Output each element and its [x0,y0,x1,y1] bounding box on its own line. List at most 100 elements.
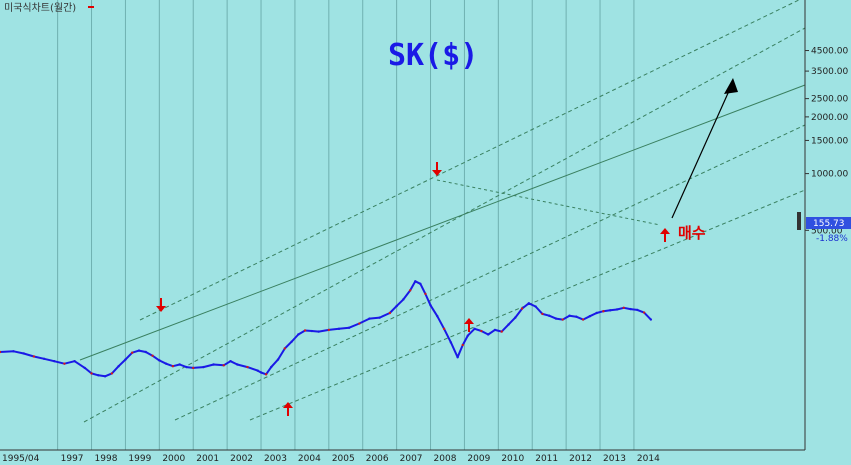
price-point [615,308,619,311]
price-point [388,311,392,315]
price-pointer [797,212,801,230]
price-point [53,359,56,363]
price-point [414,280,417,283]
price-point [256,369,259,372]
price-point [514,316,517,319]
price-point [629,307,632,311]
price-point [303,329,307,332]
price-point [144,350,147,354]
buy-annotation: 매수 [678,224,706,242]
price-point [164,362,168,365]
x-tick-label: 2008 [434,454,457,464]
price-point [554,317,558,320]
x-tick-label: 1997 [61,454,84,464]
price-point [493,328,497,332]
price-point [649,318,653,321]
price-point [527,302,531,305]
price-point [264,373,268,376]
price-point [90,372,93,375]
x-tick-label: 2006 [366,454,389,464]
price-point [229,359,232,363]
x-tick-label: 2003 [264,454,287,464]
price-point [568,314,571,317]
buy-arrow-icon [283,402,293,416]
y-axis-ticks: 4500.00 3500.00 2500.00 2000.00 1500.00 1000.… [805,47,848,236]
x-tick-label: 1998 [95,454,118,464]
price-point [456,356,459,359]
price-point [327,328,331,332]
price-point [507,323,510,326]
price-point [192,366,195,370]
y-tick-label: 3500.00 [811,67,848,77]
signal-arrows [156,162,670,416]
price-point [158,359,161,362]
period-marker-icon [88,6,94,8]
projection-arrowhead [724,78,738,94]
channel-line [174,124,806,421]
price-point [270,365,273,369]
price-point [402,298,405,301]
y-tick-label: 4500.00 [811,47,848,57]
price-point [151,354,154,357]
price-point [276,358,280,361]
chart-title: SK($) [388,38,478,73]
price-point [236,363,239,366]
x-tick-label: 2010 [501,454,524,464]
price-change-label: -1.88% [816,234,848,244]
price-point [449,341,453,344]
x-tick-label: 2014 [637,454,660,464]
price-point [0,350,2,354]
price-point [97,374,100,377]
price-point [588,315,592,318]
price-point [358,322,361,325]
price-point [424,292,427,296]
chart-period-label[interactable]: 미국식차트(월간) [4,2,76,14]
price-point [520,307,524,310]
x-tick-label: 2000 [162,454,185,464]
price-point [117,364,120,368]
price-point [12,350,15,353]
price-point [22,352,25,355]
price-point [137,349,141,352]
price-point [408,289,412,292]
price-point [32,355,36,358]
price-point [642,311,646,314]
y-tick-label: 1500.00 [811,136,848,146]
price-point [500,330,503,333]
price-point [73,359,76,363]
price-point [575,315,578,318]
price-point [185,365,188,369]
price-point [395,304,398,308]
channel-line [139,0,800,321]
price-point [310,329,314,333]
price-point [297,333,300,336]
price-point [103,375,107,378]
buy-arrow-icon [464,318,474,332]
price-point [442,327,446,331]
price-point [595,311,598,315]
price-point [480,329,483,333]
price-point [547,314,551,317]
buy-arrow-icon [660,228,670,242]
price-point [290,340,293,344]
price-point [602,310,605,313]
x-tick-label: 2007 [400,454,423,464]
x-tick-label: 2011 [535,454,558,464]
x-tick-label: 2002 [230,454,253,464]
price-point [131,351,134,354]
resistance-trendline [436,179,661,226]
price-point [561,318,564,321]
price-point [473,327,476,331]
x-tick-label: 1999 [128,454,151,464]
price-point [609,309,612,312]
x-tick-label: 2005 [332,454,355,464]
price-point [124,358,127,361]
price-point [581,318,585,321]
sell-arrow-icon [156,298,166,312]
x-tick-label: 2013 [603,454,626,464]
price-point [534,305,537,308]
price-point [178,363,181,366]
price-point [259,371,263,374]
price-point [212,363,215,366]
